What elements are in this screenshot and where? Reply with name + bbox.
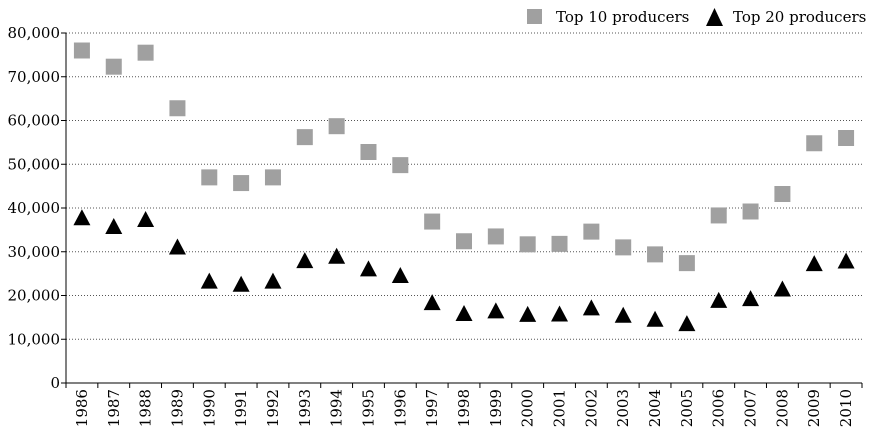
y-tick-label: 30,000 [8, 243, 61, 261]
y-tick-label: 20,000 [8, 287, 61, 305]
top20-point [423, 294, 441, 311]
y-tick-label: 80,000 [8, 24, 61, 42]
top10-point [233, 175, 250, 192]
y-tick-label: 40,000 [8, 199, 61, 217]
x-tick-label: 1997 [423, 389, 441, 427]
top20-point [487, 302, 505, 319]
x-tick-label: 1986 [73, 389, 91, 427]
top20-point [710, 291, 728, 308]
x-tick-label: 1993 [296, 389, 314, 427]
top20-point [551, 305, 569, 322]
top10-point [615, 239, 632, 256]
x-tick-label: 2000 [519, 389, 537, 427]
axes [61, 32, 863, 388]
top20-point [200, 272, 218, 289]
top20-point [105, 217, 123, 234]
x-tick-label: 1999 [487, 389, 505, 427]
y-tick-labels: 0 10,000 20,000 30,000 40,000 50,000 60,000 70,… [8, 24, 61, 392]
y-tick-label: 0 [50, 374, 60, 392]
x-tick-label: 2006 [710, 389, 728, 427]
top10-point [551, 235, 568, 252]
top20-point [837, 252, 855, 269]
top20-point [805, 255, 823, 272]
top10-point [201, 169, 218, 186]
legend-label-top20: Top 20 producers [733, 8, 866, 26]
x-tick-label: 1988 [137, 389, 155, 427]
y-tick-label: 60,000 [8, 112, 61, 130]
legend: Top 10 producers Top 20 producers [527, 8, 866, 26]
x-tick-label: 1990 [200, 389, 218, 427]
top20-point [168, 238, 186, 255]
top20-point [73, 209, 91, 226]
legend-square-icon [527, 9, 542, 24]
top10-point [105, 58, 122, 75]
x-tick-label: 1992 [264, 389, 282, 427]
top10-point [360, 144, 377, 160]
top20-point [614, 306, 632, 323]
x-tick-label: 1994 [328, 389, 346, 427]
top20-point [296, 252, 314, 269]
top10-point [519, 236, 536, 253]
top10-point [424, 213, 441, 230]
x-tick-label: 2009 [805, 389, 823, 427]
top10-point [742, 203, 759, 220]
top20-point [232, 275, 250, 292]
legend-label-top10: Top 10 producers [556, 8, 689, 26]
x-tick-label: 2005 [678, 389, 696, 427]
y-tick-label: 50,000 [8, 155, 61, 173]
top10-point [296, 129, 313, 146]
top20-point [742, 290, 760, 307]
top20-point [455, 305, 473, 321]
top10-point [838, 130, 855, 146]
top10-point [264, 169, 281, 186]
top10-point [678, 255, 695, 272]
top20-point [137, 210, 155, 227]
top10-point [806, 135, 823, 152]
x-tick-label: 1991 [232, 389, 250, 427]
x-tick-label: 1987 [105, 389, 123, 427]
x-tick-label: 2008 [773, 389, 791, 427]
top10-point [647, 246, 664, 263]
top20-point [391, 266, 409, 283]
top10-point [456, 233, 472, 250]
top10-point [137, 44, 154, 61]
x-tick-label: 2001 [551, 389, 569, 427]
top20-point [519, 305, 537, 322]
x-tick-label: 1995 [359, 389, 377, 427]
top10-point [774, 186, 791, 202]
x-tick-label: 1998 [455, 389, 473, 427]
x-tick-label: 2002 [582, 389, 600, 427]
top20-point [582, 299, 600, 316]
top20-point [359, 260, 377, 277]
top20-point [646, 310, 664, 327]
gridlines [66, 32, 862, 340]
x-tick-label: 2007 [742, 389, 760, 427]
top10-point [487, 228, 504, 245]
x-tick-labels: 1986 1987 1988 1989 1990 1991 1992 1993 1994 1995… [73, 389, 855, 427]
top10-point [328, 118, 345, 135]
top20-point [773, 280, 791, 297]
top20-point [264, 272, 282, 289]
top20-point [328, 247, 346, 264]
legend-triangle-icon [706, 8, 723, 26]
data-markers [73, 42, 855, 332]
x-tick-label: 1996 [391, 389, 409, 427]
x-tick-label: 1989 [168, 389, 186, 427]
top10-point [169, 100, 186, 117]
top10-point [710, 207, 727, 224]
y-tick-label: 70,000 [8, 68, 61, 86]
x-tick-label: 2003 [614, 389, 632, 427]
top10-point [73, 42, 90, 59]
x-tick-label: 2004 [646, 389, 664, 427]
y-tick-label: 10,000 [8, 330, 61, 348]
top20-point [678, 315, 696, 332]
x-tick-label: 2010 [837, 389, 855, 427]
top10-point [583, 223, 600, 240]
top10-point [392, 157, 409, 174]
